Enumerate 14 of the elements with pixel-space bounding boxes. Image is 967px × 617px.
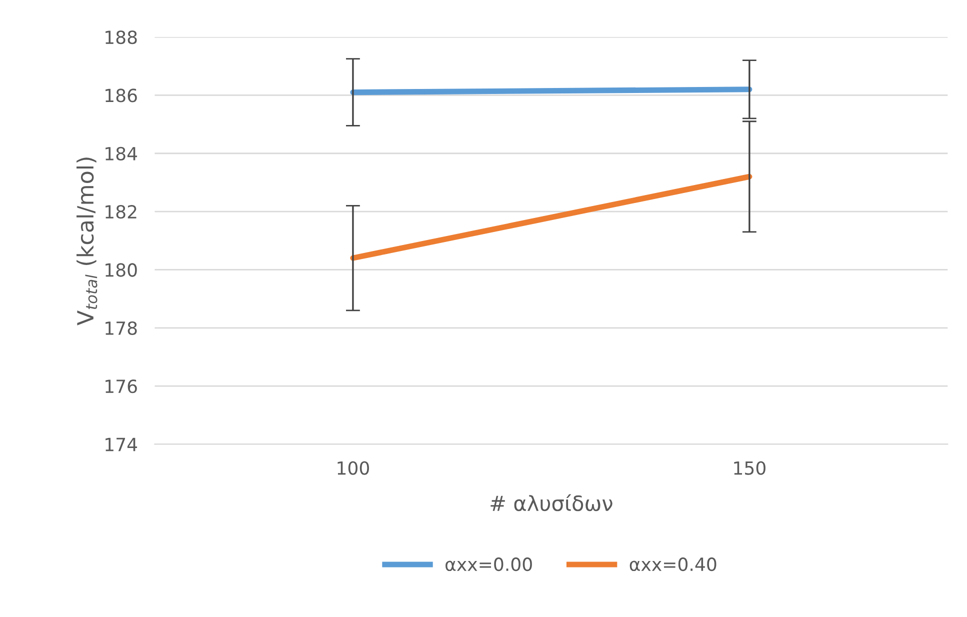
y-tick-label: 174 <box>106 438 138 452</box>
x-axis-title: # αλυσίδων <box>490 494 612 512</box>
y-tick-label: 176 <box>106 380 137 394</box>
y-tick-label: 180 <box>106 263 137 277</box>
y-axis-title: V$_{total}$ (kcal/mol) <box>76 158 98 326</box>
y-tick-label: 188 <box>106 30 137 44</box>
legend-label: αxx=0.00 <box>446 557 532 572</box>
y-tick-label: 182 <box>106 205 136 219</box>
x-tick-label: 150 <box>734 461 766 475</box>
y-tick-label: 186 <box>106 88 137 102</box>
x-tick-label: 100 <box>338 461 369 475</box>
y-tick-label: 184 <box>106 146 138 160</box>
legend-label: αxx=0.40 <box>630 557 716 572</box>
y-tick-label: 178 <box>106 321 137 336</box>
